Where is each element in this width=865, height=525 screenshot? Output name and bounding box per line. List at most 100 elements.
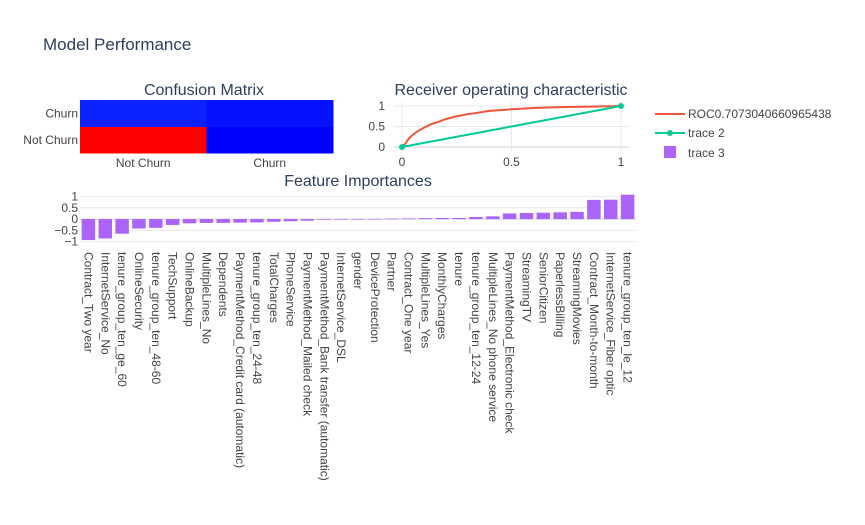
feature-bar: [233, 219, 247, 223]
feature-bar: [469, 217, 483, 220]
roc-title: Receiver operating characteristic: [395, 82, 628, 99]
feature-x-tick-label: SeniorCitizen: [536, 252, 550, 323]
feature-x-tick-label: InternetService_No: [98, 252, 112, 355]
feature-bar: [587, 199, 601, 220]
heatmap-cell: [206, 126, 334, 154]
feature-bar: [199, 219, 214, 223]
feature-x-tick-label: MonthlyCharges: [435, 252, 449, 339]
feature-bar: [368, 218, 382, 220]
roc-y-tick-label: 0: [378, 140, 385, 154]
legend-item-trace-3[interactable]: trace 3: [664, 146, 725, 160]
roc-y-tick-label: 1: [378, 99, 385, 113]
feature-x-tick-label: PaymentMethod_Credit card (automatic): [233, 252, 247, 468]
feature-bar: [81, 219, 96, 241]
feature-bar: [486, 216, 500, 220]
feature-bar: [98, 219, 113, 239]
legend-item-roc[interactable]: ROC0.7073040660965438: [655, 107, 832, 121]
feature-x-tick-label: MultipleLines_No phone service: [486, 252, 500, 422]
feature-x-tick-label: PaymentMethod_Mailed check: [300, 252, 314, 417]
feature-x-tick-label: tenure: [452, 252, 466, 286]
feature-bar: [317, 219, 332, 220]
feature-bar: [115, 219, 129, 234]
confusion-matrix-cells: [80, 100, 334, 154]
feature-bar: [519, 212, 534, 220]
feature-bar: [536, 212, 551, 220]
feature-bar: [384, 218, 399, 220]
feature-bar: [283, 219, 298, 222]
heatmap-cell: [80, 100, 207, 127]
roc-tick-labels: 0 0.5 1 0 0.5 1: [368, 99, 624, 169]
feature-x-tick-label: StreamingTV: [519, 252, 533, 322]
roc-curve-line: [401, 105, 622, 148]
roc-diagonal-marker: [618, 103, 624, 109]
legend-trace-3-label: trace 3: [688, 146, 725, 160]
roc-diagonal-marker: [399, 144, 405, 150]
feature-bar: [250, 219, 264, 223]
legend[interactable]: ROC0.7073040660965438 trace 2 trace 3: [655, 107, 832, 160]
feature-bar: [267, 219, 281, 222]
feature-x-tick-label: Contract_One year: [402, 252, 416, 353]
feature-bar: [553, 212, 567, 220]
feature-x-tick-label: tenure_group_ten_12-24: [469, 252, 483, 384]
feature-x-tick-label: PaymentMethod_Bank transfer (automatic): [317, 252, 331, 481]
feature-x-tick-label: tenure_group_ten_24-48: [250, 252, 264, 384]
feature-x-tick-label: MultipleLines_No: [199, 252, 213, 344]
feature-y-tick-label: −1: [64, 235, 78, 249]
feature-bar: [182, 219, 197, 224]
feature-bar: [570, 211, 584, 220]
roc-diagonal-line: [401, 105, 622, 148]
confusion-matrix-panel: Confusion Matrix Not Churn Churn Not Churn…: [23, 82, 334, 170]
feature-x-tick-label: tenure_group_ten_ge_60: [115, 252, 129, 387]
feature-bar: [620, 194, 635, 220]
feature-x-tick-label: PaperlessBilling: [553, 252, 567, 337]
feature-x-tick-label: Dependents: [216, 252, 230, 317]
legend-item-trace-2[interactable]: trace 2: [655, 126, 725, 140]
heatmap-y-tick-label: Not Churn: [23, 133, 78, 147]
feature-bar: [452, 217, 466, 220]
roc-x-tick-label: 0: [399, 155, 406, 169]
legend-roc-label: ROC0.7073040660965438: [688, 107, 832, 121]
feature-x-tick-label: tenure_group_ten_48-60: [149, 252, 163, 384]
feature-y-tick-label: 0: [71, 212, 78, 226]
feature-x-tick-label: gender: [351, 252, 365, 289]
figure-title: Model Performance: [43, 35, 191, 54]
feature-x-tick-label: OnlineSecurity: [132, 252, 146, 330]
feature-y-tick-label: 1: [71, 190, 78, 204]
feature-y-tick-label: −0.5: [54, 223, 78, 237]
heatmap-cell: [206, 100, 334, 127]
heatmap-x-tick-label: Not Churn: [116, 156, 171, 170]
feature-bar: [351, 219, 365, 220]
feature-x-tick-label: Partner: [385, 252, 399, 291]
feature-bar: [149, 219, 163, 228]
feature-x-tick-label: TotalCharges: [267, 252, 281, 323]
feature-x-tick-label: InternetService_DSL: [334, 252, 348, 363]
roc-x-tick-label: 0.5: [503, 155, 520, 169]
feature-importance-title: Feature Importances: [284, 173, 432, 190]
heatmap-x-tick-label: Churn: [253, 156, 286, 170]
legend-trace-2-label: trace 2: [688, 126, 725, 140]
legend-trace-2-marker: [667, 130, 673, 136]
feature-bar: [502, 213, 517, 220]
feature-x-tick-label: Contract_Two year: [81, 252, 95, 353]
feature-bar: [401, 218, 416, 220]
feature-x-tick-label: DeviceProtection: [368, 252, 382, 343]
heatmap-cell: [80, 126, 207, 154]
roc-panel: Receiver operating characteristic 0 0.5 1 0…: [368, 82, 629, 169]
heatmap-y-tick-label: Churn: [45, 106, 78, 120]
confusion-matrix-title: Confusion Matrix: [144, 82, 264, 99]
feature-x-tick-label: PhoneService: [284, 252, 298, 327]
feature-x-tick-label: MultipleLines_Yes: [418, 252, 432, 348]
feature-x-tick-label: tenure_group_ten_le_12: [621, 252, 635, 383]
feature-x-tick-label: InternetService_Fiber optic: [604, 252, 618, 395]
feature-bar: [603, 199, 618, 220]
feature-bar: [132, 219, 146, 229]
legend-trace-3-swatch: [664, 146, 676, 158]
roc-y-tick-label: 0.5: [368, 120, 385, 134]
feature-bar: [418, 218, 433, 220]
roc-series: [399, 103, 624, 150]
feature-y-tick-label: 0.5: [61, 201, 78, 215]
feature-bar: [334, 219, 348, 220]
